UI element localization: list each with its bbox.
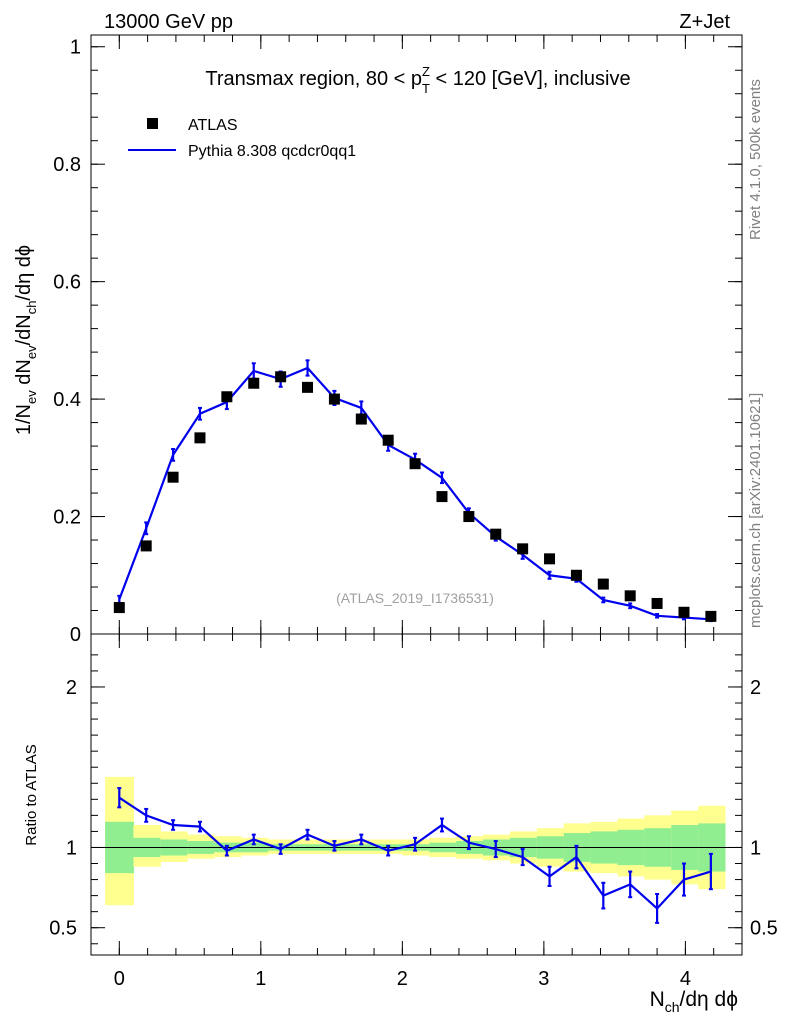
x-axis-label: Nch/dη dϕ — [650, 988, 738, 1015]
ratio-y-tick-label-right: 0.5 — [750, 918, 778, 940]
atlas-data-point — [705, 610, 717, 622]
legend-atlas-marker — [147, 118, 158, 129]
atlas-data-point — [436, 491, 448, 503]
ratio-series — [117, 787, 713, 924]
atlas-data-point — [463, 511, 475, 523]
analysis-watermark: (ATLAS_2019_I1736531) — [336, 590, 494, 606]
atlas-data-point — [113, 602, 125, 614]
x-tick-label: 1 — [255, 968, 266, 990]
main-y-tick-label: 0.6 — [53, 272, 81, 294]
atlas-data-point — [651, 597, 663, 609]
atlas-data-point — [490, 528, 502, 540]
ratio-y-tick-label-right: 2 — [750, 677, 761, 699]
x-tick-label: 2 — [397, 968, 408, 990]
main-y-tick-label: 0.8 — [53, 154, 81, 176]
atlas-data-point — [248, 377, 260, 389]
main-y-tick-label: 0.2 — [53, 507, 81, 529]
x-tick-label: 0 — [114, 968, 125, 990]
ratio-y-axis-label: Ratio to ATLAS — [23, 744, 40, 845]
ratio-y-tick-label-right: 1 — [750, 837, 761, 859]
ratio-y-tick-label: 2 — [66, 677, 77, 699]
legend-atlas-label: ATLAS — [188, 117, 238, 134]
x-tick-label: 3 — [538, 968, 549, 990]
x-tick-label: 4 — [680, 968, 691, 990]
atlas-data-point — [302, 381, 314, 393]
main-y-axis-label: 1/Nev dNev/dNch/dη dϕ — [13, 245, 39, 435]
atlas-data-point — [140, 540, 152, 552]
mcplots-reference-label: mcplots.cern.ch [arXiv:2401.10621] — [747, 393, 764, 628]
ratio-y-tick-label: 1 — [66, 837, 77, 859]
atlas-data-point — [328, 393, 340, 405]
process-label: Z+Jet — [679, 11, 730, 33]
beam-energy-label: 13000 GeV pp — [104, 11, 233, 33]
plot-title: Transmax region, 80 < pZ T < 120 [GeV], i… — [205, 64, 630, 96]
ratio-panel: 0.5 0.5 1 1 2 2 0 1 2 3 4 Ratio to ATLAS Nch/dη d… — [23, 35, 778, 1015]
x-axis-ticks: 0 1 2 3 4 — [90, 35, 743, 990]
atlas-data-point — [355, 413, 367, 425]
legend-pythia-label: Pythia 8.308 qcdcr0qq1 — [188, 143, 356, 160]
atlas-data-point — [221, 391, 233, 403]
main-panel: Transmax region, 80 < pZ T < 120 [GeV], i… — [13, 34, 743, 646]
legend: ATLAS Pythia 8.308 qcdcr0qq1 — [128, 117, 356, 160]
pythia-line — [118, 366, 711, 621]
main-y-tick-label: 0.4 — [53, 389, 81, 411]
main-y-tick-label: 1 — [70, 37, 81, 59]
atlas-data-point — [597, 578, 609, 590]
pythia-series — [117, 359, 713, 623]
ratio-y-tick-label: 0.5 — [49, 918, 77, 940]
main-y-tick-label: 0 — [70, 624, 81, 646]
rivet-version-label: Rivet 4.1.0, 500k events — [747, 79, 764, 240]
atlas-data-point — [382, 434, 394, 446]
ratio-plot-frame — [90, 633, 743, 956]
atlas-data-point — [624, 590, 636, 602]
atlas-series — [113, 371, 717, 622]
atlas-data-point — [275, 371, 287, 383]
atlas-data-point — [194, 432, 206, 444]
atlas-data-point — [570, 569, 582, 581]
atlas-data-point — [167, 471, 179, 483]
main-y-ticks: 0 0.2 0.4 0.6 0.8 1 — [53, 37, 742, 646]
atlas-data-point — [544, 553, 556, 565]
atlas-data-point — [517, 543, 529, 555]
atlas-data-point — [409, 458, 421, 470]
ratio-y-ticks: 0.5 0.5 1 1 2 2 — [49, 654, 778, 945]
atlas-data-point — [678, 606, 690, 618]
